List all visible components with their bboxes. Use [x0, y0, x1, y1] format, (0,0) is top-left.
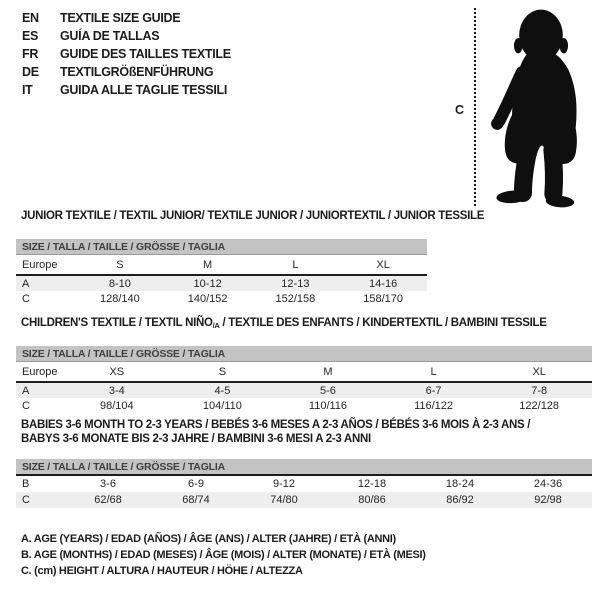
table-cell: 14-16 [369, 277, 398, 290]
table-cell: 62/68 [94, 494, 122, 506]
language-code: EN [22, 11, 39, 25]
legend-note-a: A. AGE (YEARS) / EDAD (AÑOS) / ÂGE (ANS)… [21, 533, 396, 545]
babies-size-bar: SIZE / TALLA / TAILLE / GRÖSSE / TAGLIA [16, 459, 592, 476]
size-column-header: M [203, 258, 213, 271]
junior-row-height: C 128/140 140/152 152/158 158/170 [16, 291, 427, 306]
language-row-es: ES GUÍA DE TALLAS [22, 27, 231, 45]
table-cell: 12-18 [357, 478, 387, 490]
table-cell: 128/140 [99, 292, 140, 305]
language-title: GUIDE DES TAILLES TEXTILE [60, 47, 231, 61]
table-cell: 98/104 [99, 399, 134, 412]
table-cell: 158/170 [363, 292, 403, 305]
legend-notes: A. AGE (YEARS) / EDAD (AÑOS) / ÂGE (ANS)… [21, 533, 426, 581]
language-code: ES [22, 29, 39, 43]
junior-size-bar: SIZE / TALLA / TAILLE / GRÖSSE / TAGLIA [16, 239, 427, 255]
table-cell: 152/158 [275, 292, 316, 305]
size-column-header: XL [376, 258, 390, 271]
size-column-header: M [323, 365, 333, 378]
table-cell: 104/110 [202, 399, 242, 412]
babies-section-title-line2: BABYS 3-6 MONATE BIS 2-3 JAHRE / BAMBINI… [21, 433, 371, 445]
children-title-pre: CHILDREN'S TEXTILE / TEXTIL NIÑO [21, 317, 213, 329]
height-measure-label: C [455, 103, 465, 117]
babies-row-height: C 62/68 68/74 74/80 80/86 86/92 92/98 [16, 492, 592, 508]
table-cell: 80/86 [358, 494, 386, 506]
row-label: A [22, 384, 30, 397]
junior-size-table: SIZE / TALLA / TAILLE / GRÖSSE / TAGLIA … [16, 239, 427, 306]
height-measure-dotted-line [474, 8, 476, 206]
junior-row-age: A 8-10 10-12 12-13 14-16 [16, 276, 427, 291]
junior-section-title: JUNIOR TEXTILE / TEXTIL JUNIOR/ TEXTILE … [21, 210, 485, 222]
size-column-header: XS [109, 365, 125, 378]
row-label: C [22, 494, 30, 506]
children-title-subscript: /A [212, 321, 220, 330]
language-header: EN TEXTILE SIZE GUIDE ES GUÍA DE TALLAS … [22, 9, 231, 99]
table-cell: 110/116 [308, 399, 348, 412]
table-cell: 4-5 [214, 384, 231, 397]
language-title: TEXTILE SIZE GUIDE [60, 11, 181, 25]
children-row-age: A 3-4 4-5 5-6 6-7 7-8 [16, 383, 592, 398]
legend-note-b: B. AGE (MONTHS) / EDAD (MESES) / ÂGE (MO… [21, 549, 426, 561]
table-cell: 6-7 [425, 384, 442, 397]
table-cell: 92/98 [534, 494, 562, 506]
size-column-header: L [292, 258, 299, 271]
row-label: C [22, 292, 30, 305]
language-code: FR [22, 47, 39, 61]
table-cell: 122/128 [519, 399, 560, 412]
children-size-table: SIZE / TALLA / TAILLE / GRÖSSE / TAGLIA … [16, 346, 592, 413]
children-row-height: C 98/104 104/110 110/116 116/122 122/128 [16, 398, 592, 413]
row-label: C [22, 399, 30, 412]
region-label: Europe [22, 258, 58, 271]
babies-section-title-line1: BABIES 3-6 MONTH TO 2-3 YEARS / BEBÉS 3-… [21, 419, 531, 431]
language-row-de: DE TEXTILGRÖßENFÜHRUNG [22, 63, 231, 81]
row-label: B [22, 478, 30, 490]
table-cell: 18-24 [445, 478, 475, 490]
babies-row-age: B 3-6 6-9 9-12 12-18 18-24 24-36 [16, 476, 592, 492]
size-column-header: XL [532, 365, 546, 378]
junior-columns-row: Europe S M L XL [16, 255, 427, 276]
table-cell: 116/122 [414, 399, 454, 412]
language-code: IT [22, 83, 33, 97]
table-cell: 24-36 [533, 478, 563, 490]
language-row-en: EN TEXTILE SIZE GUIDE [22, 9, 231, 27]
children-size-bar: SIZE / TALLA / TAILLE / GRÖSSE / TAGLIA [16, 346, 592, 362]
table-cell: 8-10 [108, 277, 131, 290]
table-cell: 3-4 [108, 384, 125, 397]
children-section-title: CHILDREN'S TEXTILE / TEXTIL NIÑO/A / TEX… [21, 317, 547, 330]
legend-note-c: C. (cm) HEIGHT / ALTURA / HAUTEUR / HÖHE… [21, 565, 303, 577]
table-cell: 86/92 [446, 494, 474, 506]
row-label: A [22, 277, 30, 290]
size-column-header: L [430, 365, 437, 378]
table-cell: 5-6 [320, 384, 336, 397]
language-row-fr: FR GUIDE DES TAILLES TEXTILE [22, 45, 231, 63]
language-code: DE [22, 65, 39, 79]
language-row-it: IT GUIDA ALLE TAGLIE TESSILI [22, 81, 231, 99]
toddler-silhouette-image [491, 9, 577, 208]
table-cell: 140/152 [187, 292, 228, 305]
table-cell: 10-12 [193, 277, 222, 290]
table-cell: 12-13 [281, 277, 310, 290]
babies-size-table: SIZE / TALLA / TAILLE / GRÖSSE / TAGLIA … [16, 459, 592, 508]
size-column-header: S [218, 365, 227, 378]
size-column-header: S [116, 258, 124, 271]
table-cell: 9-12 [272, 478, 296, 490]
table-cell: 7-8 [531, 384, 548, 397]
children-title-post: / TEXTILE DES ENFANTS / KINDERTEXTIL / B… [219, 317, 547, 329]
language-title: GUIDA ALLE TAGLIE TESSILI [60, 83, 228, 97]
children-columns-row: Europe XS S M L XL [16, 362, 592, 383]
table-cell: 74/80 [270, 494, 298, 506]
region-label: Europe [22, 365, 58, 378]
language-title: TEXTILGRÖßENFÜHRUNG [60, 65, 214, 79]
table-cell: 3-6 [100, 478, 116, 490]
table-cell: 68/74 [182, 494, 210, 506]
table-cell: 6-9 [188, 478, 204, 490]
language-title: GUÍA DE TALLAS [60, 29, 160, 43]
